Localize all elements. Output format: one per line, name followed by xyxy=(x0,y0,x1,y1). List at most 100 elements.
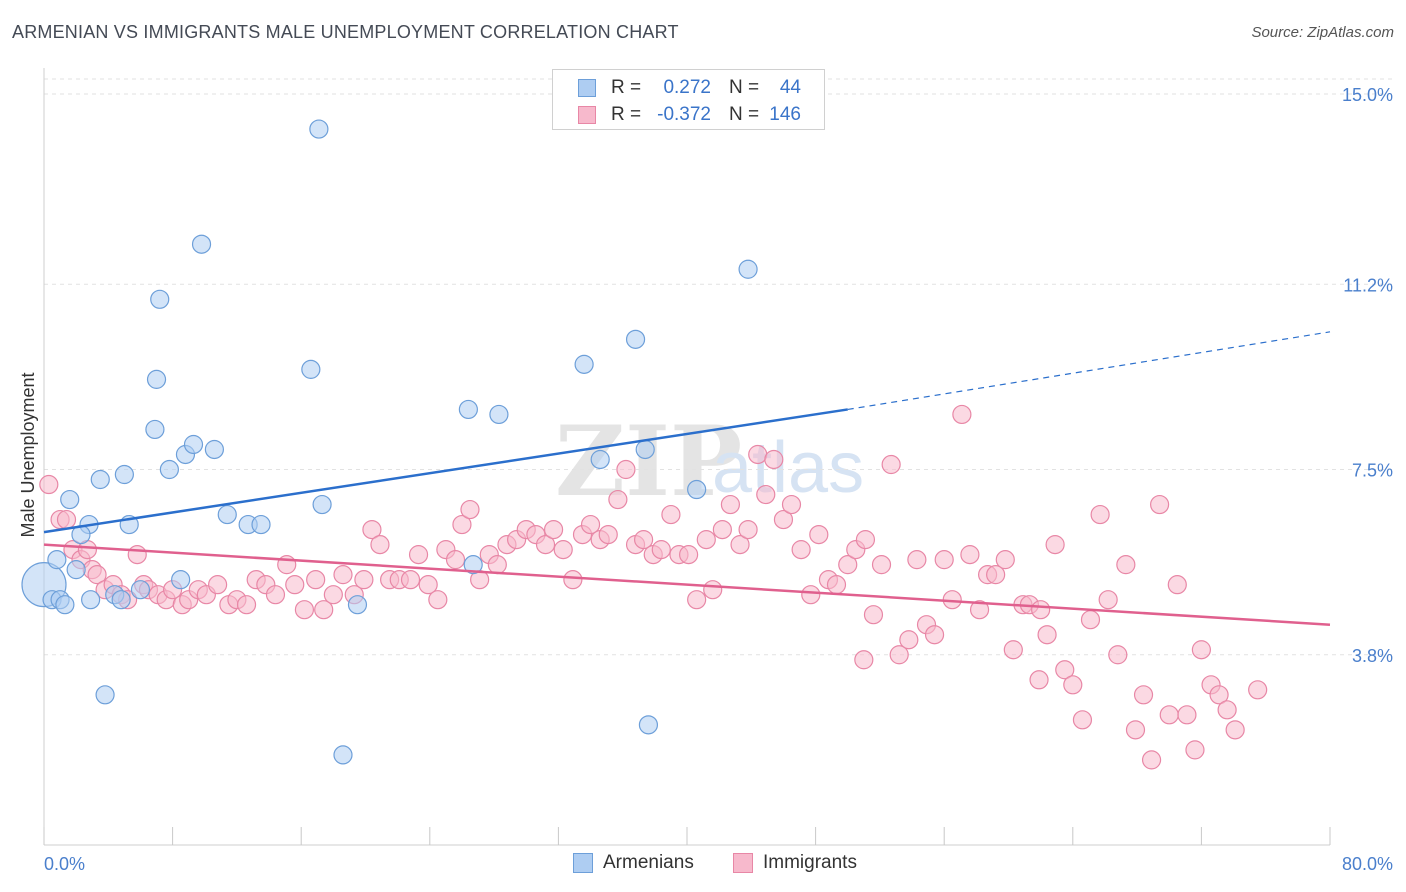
y-tick-label: 7.5% xyxy=(1352,461,1393,481)
armenians-point xyxy=(60,489,80,510)
armenians-point xyxy=(204,439,224,460)
armenians-point xyxy=(489,404,509,425)
immigrants-point xyxy=(899,630,919,650)
watermark-atlas: atlas xyxy=(712,428,864,508)
immigrants-point xyxy=(1037,625,1057,645)
armenians-point xyxy=(55,595,75,615)
immigrants-point xyxy=(208,575,228,595)
immigrants-point xyxy=(323,585,343,605)
immigrants-point xyxy=(418,575,438,595)
armenians-point xyxy=(66,560,86,580)
armenians-point xyxy=(81,590,101,610)
immigrants-point xyxy=(881,454,901,475)
immigrants-point xyxy=(616,459,636,480)
immigrants-point xyxy=(764,449,784,470)
immigrants-point xyxy=(1177,705,1197,725)
immigrants-point xyxy=(1031,600,1051,620)
immigrants-point xyxy=(791,540,811,560)
immigrants-point xyxy=(563,570,583,590)
immigrants-point xyxy=(907,550,927,570)
armenians-point xyxy=(638,715,659,735)
immigrants-point xyxy=(781,494,802,515)
immigrants-point xyxy=(87,565,107,585)
immigrants-point xyxy=(580,514,601,535)
immigrants-point xyxy=(703,580,723,600)
legend-label-armenians: Armenians xyxy=(603,852,694,873)
armenians-point xyxy=(635,439,655,460)
immigrants-point xyxy=(995,550,1015,570)
immigrants-point xyxy=(838,555,858,575)
armenians-legend-swatch xyxy=(573,853,593,873)
immigrants-point xyxy=(294,600,315,620)
immigrants-point xyxy=(1209,685,1229,705)
y-tick-label: 15.0% xyxy=(1342,85,1393,105)
immigrants-point xyxy=(1191,640,1212,660)
immigrants-point xyxy=(934,550,954,570)
armenians-point xyxy=(217,504,237,525)
armenians-point xyxy=(333,745,353,765)
immigrants-point xyxy=(333,565,353,585)
armenians-point xyxy=(687,479,707,500)
immigrants-point xyxy=(924,625,945,645)
immigrants-point xyxy=(285,575,305,595)
immigrants-point xyxy=(445,550,466,570)
immigrants-point xyxy=(871,555,892,575)
source-label: Source: ZipAtlas.com xyxy=(1251,24,1394,41)
legend-item-armenians[interactable]: Armenians xyxy=(573,852,694,874)
immigrants-point xyxy=(608,489,628,510)
immigrants-point xyxy=(801,585,821,605)
legend-item-immigrants[interactable]: Immigrants xyxy=(733,852,857,874)
immigrants-point xyxy=(855,530,876,550)
immigrants-point xyxy=(370,535,390,555)
immigrants-point xyxy=(969,600,990,620)
immigrants-point xyxy=(1125,720,1146,740)
immigrants-point xyxy=(1090,504,1110,525)
r-label: R = xyxy=(611,104,642,125)
immigrants-point xyxy=(1217,700,1237,720)
immigrants-point xyxy=(543,519,564,540)
armenians-point xyxy=(111,590,131,610)
immigrants-point xyxy=(1029,670,1049,690)
immigrants-point xyxy=(1003,640,1023,660)
trend-lines xyxy=(43,331,1331,626)
immigrants-point xyxy=(1150,494,1170,515)
immigrants-point xyxy=(696,530,716,550)
immigrants-point xyxy=(306,570,326,590)
armenians-point xyxy=(463,555,483,575)
armenians-point xyxy=(347,595,368,615)
immigrants-n-value: 146 xyxy=(769,104,801,125)
immigrants-point xyxy=(127,545,147,565)
immigrants-point xyxy=(730,535,750,555)
immigrants-swatch xyxy=(578,106,596,124)
immigrants-point xyxy=(748,444,768,465)
y-tick-label: 3.8% xyxy=(1352,646,1393,666)
armenians-swatch xyxy=(578,79,596,97)
immigrants-point xyxy=(460,499,480,520)
armenians-r-value: 0.272 xyxy=(663,77,711,98)
axes xyxy=(43,68,1331,846)
immigrants-point xyxy=(265,585,286,605)
x-tick-label: 80.0% xyxy=(1342,854,1393,874)
immigrants-point xyxy=(408,545,429,565)
armenians-point xyxy=(251,514,271,535)
n-label: N = xyxy=(729,104,760,125)
armenians-point xyxy=(312,494,332,515)
y-tick-label: 11.2% xyxy=(1343,275,1393,295)
immigrants-point xyxy=(1141,750,1162,770)
immigrants-point xyxy=(400,570,421,590)
points xyxy=(21,119,1268,770)
immigrants-point xyxy=(854,650,874,670)
armenians-point xyxy=(309,119,329,139)
y-axis-label: Male Unemployment xyxy=(18,372,38,537)
n-label: N = xyxy=(729,77,760,98)
immigrants-point xyxy=(1098,590,1118,610)
immigrants-point xyxy=(428,590,448,610)
immigrants-point xyxy=(314,600,334,620)
immigrants-point xyxy=(826,575,847,595)
immigrants-point xyxy=(1133,685,1154,705)
watermark: ZIP atlas xyxy=(555,405,864,518)
immigrants-point xyxy=(56,509,77,530)
immigrants-point xyxy=(598,524,618,545)
immigrants-point xyxy=(661,504,681,525)
